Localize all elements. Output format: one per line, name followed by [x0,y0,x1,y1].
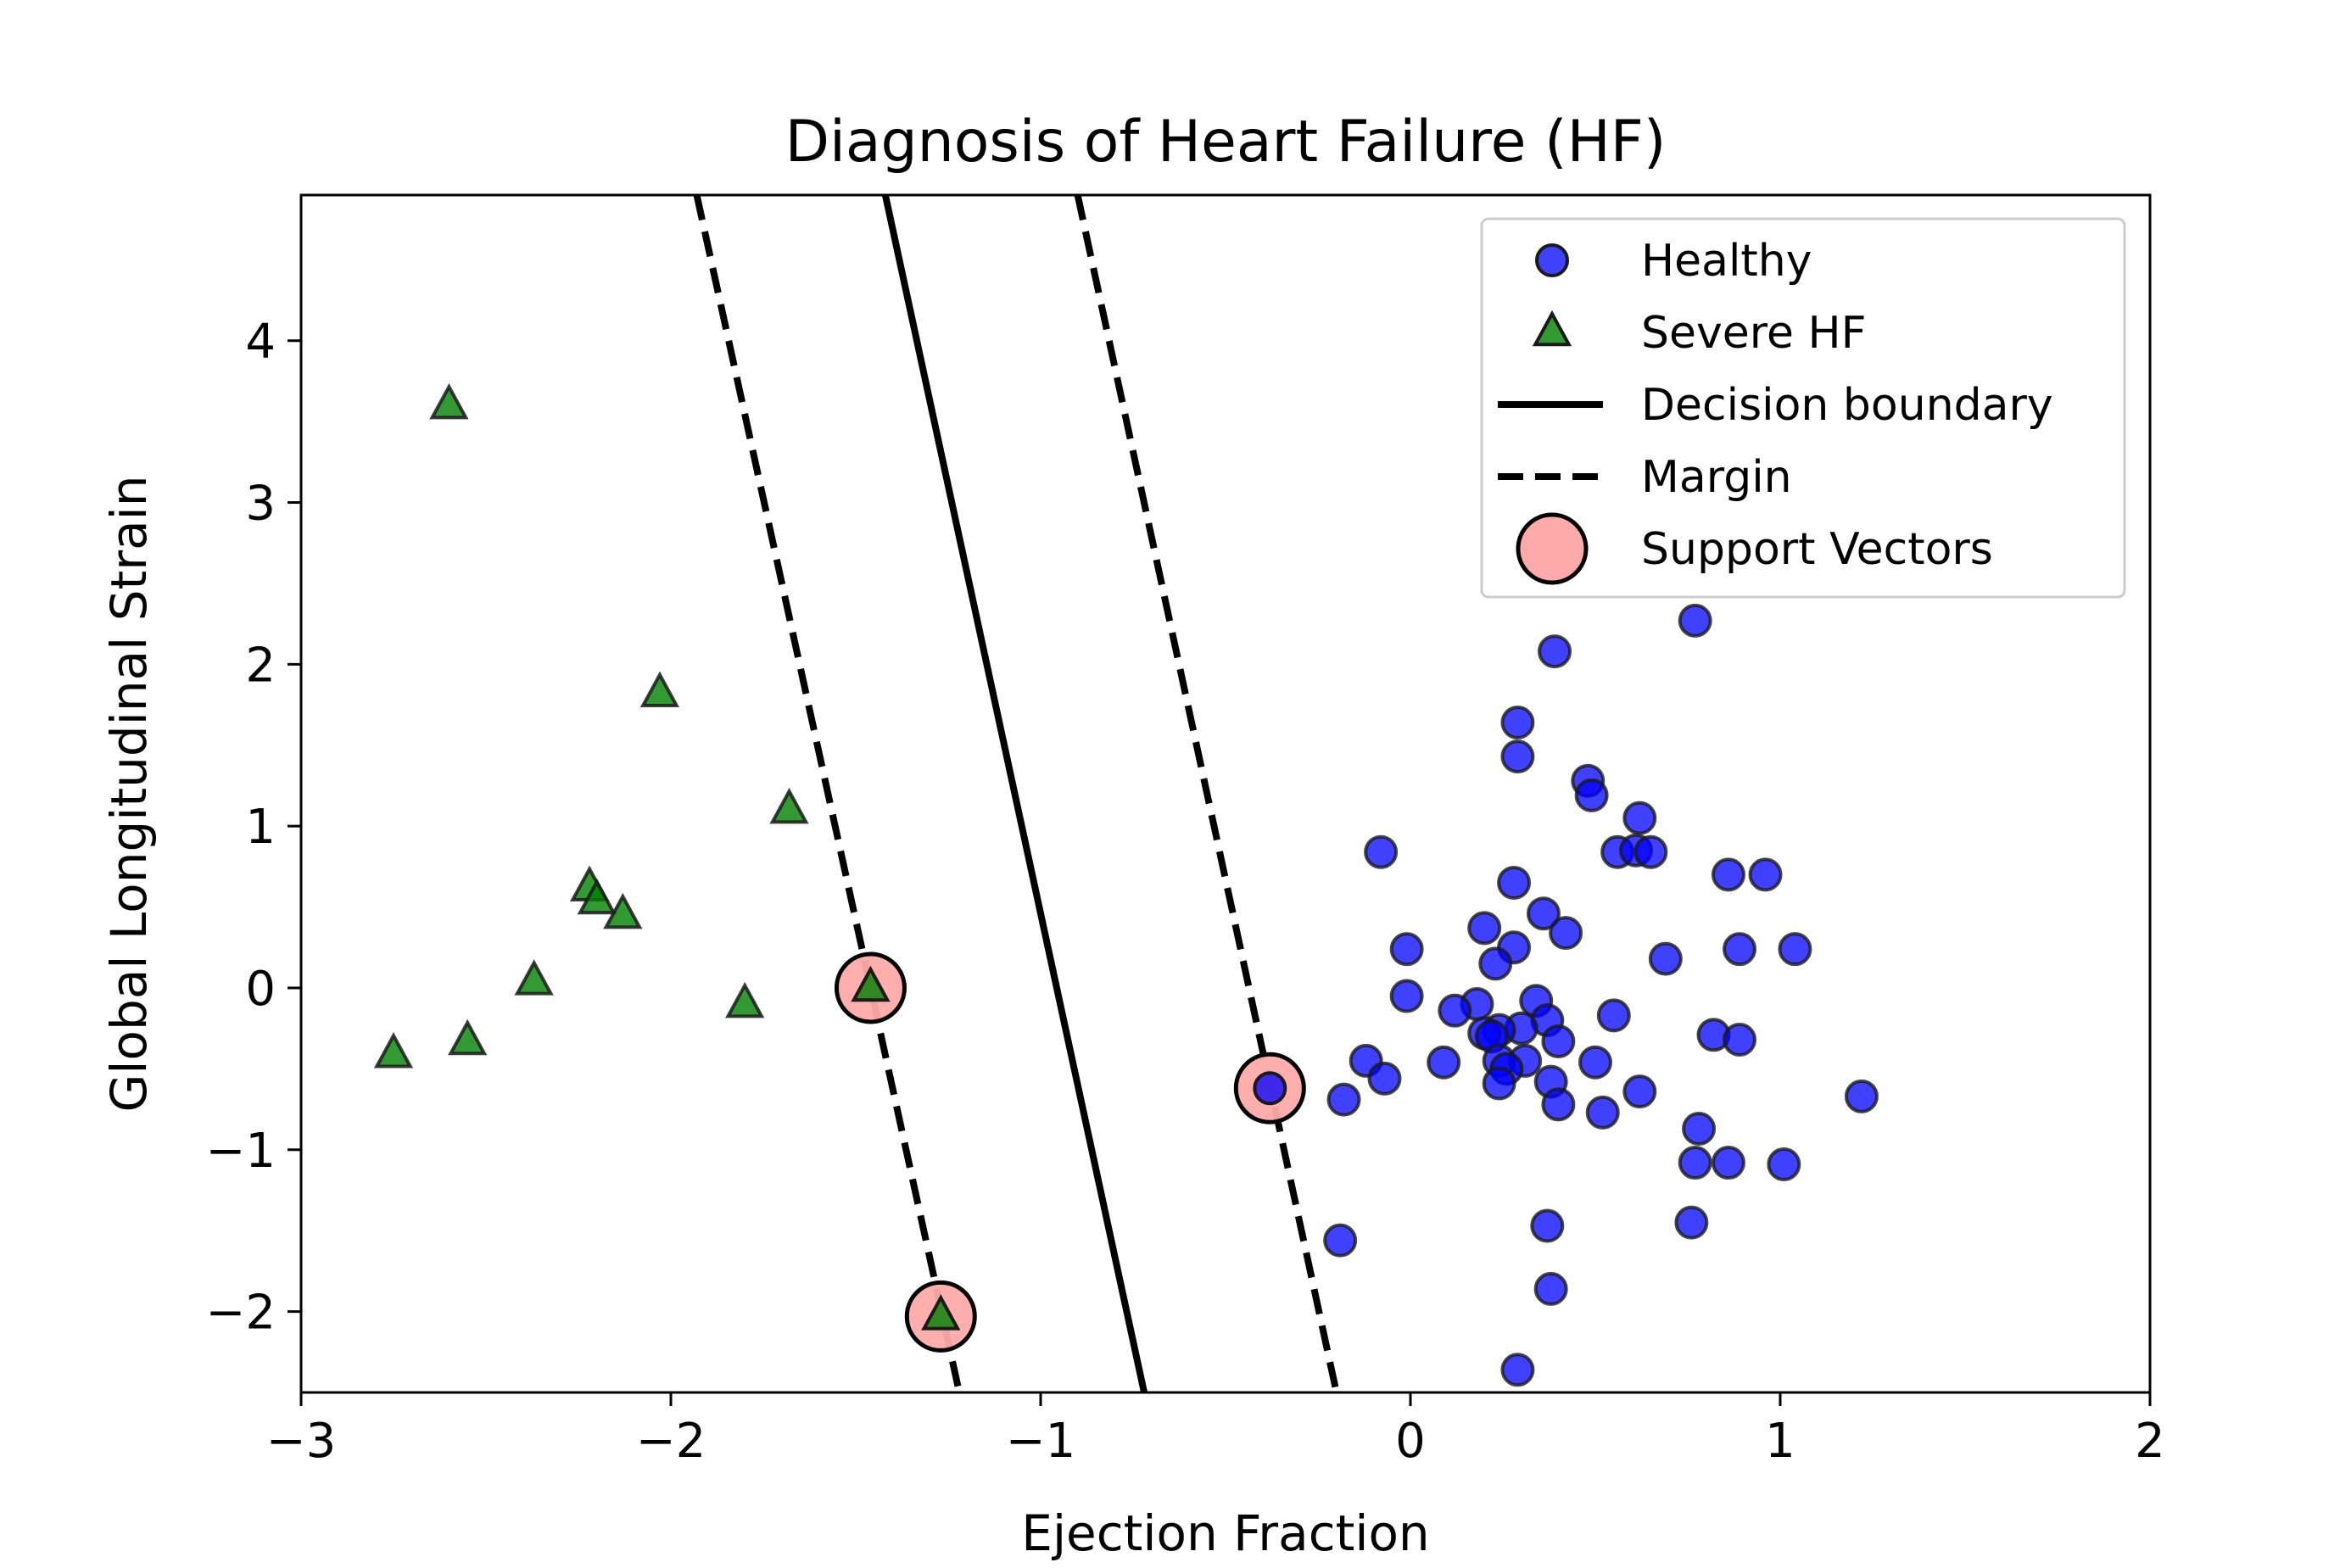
healthy-point [1500,1353,1535,1387]
healthy-point [1467,911,1502,946]
healthy-point [1533,1271,1568,1306]
y-tick-label: −2 [205,1286,276,1341]
healthy-point [1526,896,1561,931]
healthy-point [1367,1061,1402,1096]
chart-title: Diagnosis of Heart Failure (HF) [785,109,1667,176]
healthy-point [1723,932,1757,967]
healthy-point [1844,1079,1879,1113]
healthy-point [1578,1045,1612,1080]
x-axis: −3 −2 −1 0 1 2 [266,1392,2165,1469]
healthy-point [1482,1066,1516,1101]
legend-label: Healthy [1641,236,1812,287]
healthy-point [1326,1082,1361,1117]
healthy-point [1682,1111,1717,1146]
x-tick-label: −1 [1006,1414,1076,1469]
x-tick-label: −2 [636,1414,706,1469]
severe-hf-point [921,1294,961,1331]
legend-severe-hf-marker [1532,310,1572,347]
severe-hf-point [769,787,809,824]
healthy-point [1389,979,1424,1013]
healthy-point [1748,857,1783,892]
severe-hf-point [577,878,617,915]
healthy-point [1500,739,1535,774]
x-tick-label: −3 [266,1414,337,1469]
healthy-point [1549,916,1583,951]
line-layer [693,195,1340,1392]
severe-hf-point [725,981,765,1018]
severe-hf-point [851,965,891,1002]
healthy-point [1530,1208,1565,1243]
y-tick-label: 2 [245,638,276,693]
decision-boundary-line [881,195,1148,1392]
healthy-point [1541,1087,1576,1122]
legend-label: Support Vectors [1641,524,1993,575]
plot-frame [299,193,2152,1394]
healthy-point [1678,1146,1712,1180]
y-axis: −2 −1 0 1 2 3 4 [205,315,301,1341]
healthy-point [1497,865,1532,900]
healthy-point [1622,1074,1657,1109]
healthy-point [1538,634,1572,669]
margin-line [693,195,963,1392]
healthy-point [1648,941,1683,976]
legend-support-vector-marker [1516,512,1589,585]
healthy-point [1438,993,1472,1028]
healthy-point [1711,857,1745,892]
legend-box [1480,217,2126,599]
severe-hf-point [603,892,643,929]
y-tick-label: 4 [245,315,276,370]
severe-hf-point [448,1018,488,1056]
healthy-point [1253,1071,1287,1106]
x-tick-label: 1 [1765,1414,1795,1469]
severe-hf-point [514,959,554,996]
margin-line [1074,195,1340,1392]
legend-label: Severe HF [1641,308,1867,359]
y-tick-label: −1 [205,1124,276,1179]
healthy-point [1541,1024,1576,1058]
healthy-point [1389,932,1424,967]
legend-label: Decision boundary [1641,380,2053,431]
healthy-point [1364,834,1399,869]
healthy-point [1574,778,1609,812]
legend-label: Margin [1641,452,1792,503]
healthy-point [1723,1023,1757,1057]
healthy-point [1622,801,1657,835]
y-tick-label: 1 [245,800,276,855]
severe-hf-point [429,382,469,420]
healthy-point [1596,998,1631,1033]
severe-hf-point [639,671,680,707]
healthy-point [1500,706,1535,740]
healthy-point [1633,834,1668,869]
healthy-point [1711,1146,1745,1180]
x-axis-label: Ejection Fraction [1021,1504,1429,1562]
healthy-point [1323,1223,1358,1258]
healthy-point [1674,1205,1709,1240]
healthy-point [1427,1045,1461,1080]
healthy-point [1678,603,1712,638]
marker-layer [373,382,1879,1387]
y-tick-label: 0 [245,962,276,1017]
y-axis-label: Global Longitudinal Strain [100,475,158,1112]
healthy-point [1778,932,1812,967]
y-tick-label: 3 [245,477,276,532]
healthy-point [1767,1147,1801,1181]
healthy-point [1585,1095,1620,1130]
legend: Healthy Severe HF Decision boundary Margin S… [1480,217,2126,599]
legend-healthy-marker [1535,243,1569,277]
x-tick-label: 0 [1395,1414,1426,1469]
severe-hf-point [373,1032,414,1069]
healthy-point [1478,946,1513,981]
x-tick-label: 2 [2135,1414,2165,1469]
